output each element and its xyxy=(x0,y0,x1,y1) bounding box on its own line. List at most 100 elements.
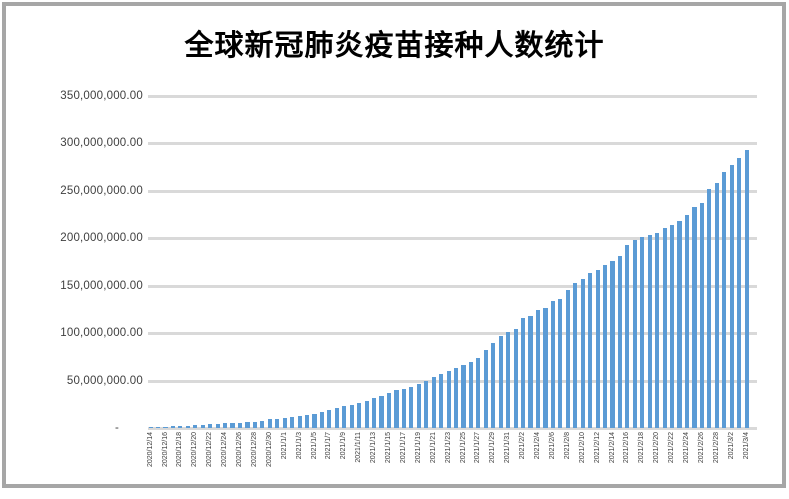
bar xyxy=(401,388,406,428)
x-axis-tick-label: 2021/2/14 xyxy=(608,432,616,464)
bar xyxy=(223,423,228,428)
bar xyxy=(155,426,161,428)
bar xyxy=(707,188,712,428)
x-axis-tick-label: 2021/1/17 xyxy=(399,432,407,464)
y-axis-tick-label: - xyxy=(114,422,119,434)
x-axis-tick-label: 2021/2/26 xyxy=(697,432,705,464)
bar xyxy=(446,370,451,428)
gridline xyxy=(148,427,757,430)
bar xyxy=(372,398,377,428)
x-axis-tick-label: 2020/12/28 xyxy=(250,432,258,468)
x-axis-tick-label: 2021/1/9 xyxy=(340,432,348,460)
gridline xyxy=(148,284,757,288)
y-axis-tick-label: 250,000,000.00 xyxy=(60,184,143,197)
bar xyxy=(580,279,585,428)
bar xyxy=(334,408,339,428)
y-axis-tick-label: 150,000,000.00 xyxy=(60,279,143,292)
x-axis-tick-label: 2020/12/14 xyxy=(146,432,154,468)
bar xyxy=(185,425,190,428)
y-axis-tick-label: 100,000,000.00 xyxy=(60,327,143,340)
bar xyxy=(610,260,615,428)
x-axis-tick-label: 2021/1/21 xyxy=(429,432,437,464)
x-axis-tick-label: 2021/2/20 xyxy=(653,432,661,464)
x-axis-tick-label: 2021/2/6 xyxy=(548,432,556,460)
bar xyxy=(521,317,526,428)
bar xyxy=(625,244,630,428)
bar xyxy=(431,377,436,428)
bar xyxy=(297,416,302,428)
x-axis-tick-label: 2020/12/22 xyxy=(206,432,214,468)
bar xyxy=(319,411,325,428)
bar xyxy=(632,240,637,428)
x-axis-tick-label: 2021/2/18 xyxy=(638,432,646,464)
x-axis-tick-label: 2021/3/2 xyxy=(727,432,735,460)
bar xyxy=(588,273,593,428)
bar xyxy=(640,237,645,428)
x-axis-tick-label: 2021/1/13 xyxy=(370,432,378,464)
bar xyxy=(357,403,362,428)
x-axis-tick-label: 2020/12/20 xyxy=(191,432,199,468)
bar xyxy=(200,424,205,428)
bar xyxy=(476,357,481,428)
bar xyxy=(647,235,652,428)
x-axis-tick-label: 2021/2/24 xyxy=(683,432,690,464)
bar xyxy=(655,233,660,428)
bar xyxy=(670,225,675,428)
bar xyxy=(573,282,578,428)
bar xyxy=(699,203,704,428)
bar xyxy=(148,427,153,428)
bar xyxy=(208,424,213,428)
x-axis-tick-label: 2021/1/27 xyxy=(474,432,482,464)
bar xyxy=(617,255,623,428)
bar xyxy=(453,368,459,428)
bar xyxy=(737,158,742,428)
bar xyxy=(394,390,399,428)
y-axis-tick-label: 350,000,000.00 xyxy=(60,90,143,102)
plot-area: 2020/12/14 2020/12/16 2020/12/18 2020/12/20… xyxy=(147,95,757,467)
x-axis-tick-label: 2021/1/3 xyxy=(295,432,303,460)
bar xyxy=(483,350,488,428)
bar xyxy=(409,386,414,428)
bar xyxy=(386,393,392,428)
gridline xyxy=(148,237,757,241)
x-axis-tick-label: 2021/1/31 xyxy=(504,432,512,464)
x-axis-tick-label: 2021/2/28 xyxy=(712,432,720,464)
bar xyxy=(424,380,429,428)
x-axis-tick-label: 2021/2/22 xyxy=(668,432,676,464)
bar xyxy=(245,422,250,428)
x-axis-tick-label: 2021/2/10 xyxy=(578,432,586,464)
bar xyxy=(252,421,257,428)
bar xyxy=(275,418,280,428)
x-axis-tick-label: 2020/12/26 xyxy=(236,432,243,468)
x-axis-tick-label: 2021/1/29 xyxy=(489,432,497,464)
bar xyxy=(327,409,332,428)
bar xyxy=(513,328,518,428)
x-axis-tick-label: 2021/1/7 xyxy=(325,432,333,460)
x-axis-tick-label: 2021/1/1 xyxy=(280,432,288,460)
x-axis-tick-label: 2021/2/8 xyxy=(563,432,571,460)
gridline xyxy=(148,332,757,336)
x-axis-tick-label: 2021/1/23 xyxy=(444,432,452,464)
x-axis-tick-label: 2020/12/18 xyxy=(176,432,184,468)
bar xyxy=(528,315,533,428)
bar xyxy=(677,221,682,428)
bar xyxy=(684,215,690,428)
bar xyxy=(364,400,369,428)
x-axis-tick-label: 2021/2/12 xyxy=(593,432,601,464)
bar xyxy=(237,422,243,428)
bar xyxy=(304,415,310,428)
x-axis-tick-label: 2021/1/5 xyxy=(310,432,318,460)
bar xyxy=(342,406,347,428)
bar xyxy=(379,395,384,428)
x-axis-tick-label: 2021/2/4 xyxy=(534,432,541,460)
bar xyxy=(543,308,548,428)
bar xyxy=(662,228,667,428)
gridline xyxy=(148,379,757,383)
bar xyxy=(722,171,727,428)
bar xyxy=(230,423,235,428)
bar xyxy=(290,417,295,428)
x-axis-tick-label: 2020/12/16 xyxy=(161,432,169,468)
bar xyxy=(595,270,600,428)
x-axis-tick-label: 2020/12/24 xyxy=(221,432,229,468)
x-axis-tick-label: 2021/1/11 xyxy=(355,432,363,463)
